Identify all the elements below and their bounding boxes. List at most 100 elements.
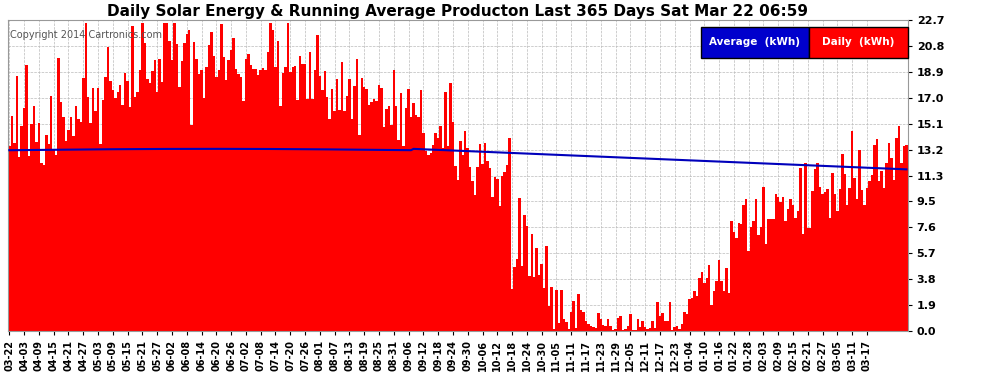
Bar	[686, 314, 688, 331]
Bar	[420, 90, 422, 331]
Bar	[741, 224, 742, 331]
Bar	[355, 59, 358, 331]
Bar	[8, 146, 11, 331]
Bar	[346, 96, 348, 331]
Bar	[52, 150, 54, 331]
Bar	[89, 123, 92, 331]
Bar	[350, 118, 353, 331]
Bar	[723, 291, 726, 331]
Bar	[610, 326, 612, 331]
Bar	[491, 197, 494, 331]
Bar	[560, 290, 562, 331]
Bar	[415, 115, 417, 331]
Bar	[284, 67, 286, 331]
Bar	[678, 330, 681, 331]
Bar	[104, 76, 107, 331]
Bar	[570, 312, 572, 331]
Bar	[451, 122, 454, 331]
Bar	[119, 85, 122, 331]
Bar	[469, 166, 471, 331]
Bar	[272, 30, 274, 331]
Bar	[94, 111, 97, 331]
Bar	[668, 302, 671, 331]
Bar	[245, 59, 248, 331]
Bar	[602, 325, 605, 331]
Bar	[195, 59, 198, 331]
Bar	[425, 152, 427, 331]
Bar	[787, 209, 789, 331]
Bar	[885, 163, 888, 331]
Bar	[466, 148, 469, 331]
Bar	[676, 326, 678, 331]
Bar	[215, 77, 218, 331]
Text: Daily  (kWh): Daily (kWh)	[822, 37, 894, 47]
Bar	[198, 74, 200, 331]
Bar	[341, 62, 344, 331]
Bar	[277, 41, 279, 331]
Bar	[390, 125, 393, 331]
Bar	[701, 272, 703, 331]
Bar	[360, 78, 363, 331]
Bar	[309, 53, 311, 331]
Bar	[784, 221, 787, 331]
Bar	[218, 70, 220, 331]
Bar	[718, 260, 721, 331]
Bar	[339, 110, 341, 331]
Bar	[262, 68, 264, 331]
Bar	[243, 101, 245, 331]
Bar	[486, 161, 489, 331]
Title: Daily Solar Energy & Running Average Producton Last 365 Days Sat Mar 22 06:59: Daily Solar Energy & Running Average Pro…	[107, 4, 809, 19]
Bar	[139, 70, 142, 331]
Bar	[144, 43, 147, 331]
Bar	[228, 60, 230, 331]
Bar	[79, 122, 82, 331]
Bar	[427, 155, 430, 331]
Bar	[797, 211, 799, 331]
Bar	[728, 293, 731, 331]
Bar	[868, 181, 870, 331]
Bar	[153, 60, 156, 331]
Bar	[580, 310, 582, 331]
Bar	[203, 98, 205, 331]
Bar	[592, 327, 595, 331]
Bar	[50, 96, 52, 331]
Bar	[400, 93, 402, 331]
Bar	[213, 56, 215, 331]
Bar	[279, 106, 282, 331]
Bar	[653, 328, 656, 331]
Bar	[238, 74, 240, 331]
Bar	[380, 88, 383, 331]
Bar	[644, 327, 646, 331]
Bar	[474, 195, 476, 331]
Bar	[536, 248, 538, 331]
Bar	[112, 90, 114, 331]
Bar	[683, 312, 686, 331]
Bar	[562, 320, 565, 331]
Bar	[711, 305, 713, 331]
Bar	[454, 166, 456, 331]
Bar	[552, 328, 555, 331]
Bar	[893, 180, 895, 331]
Bar	[646, 329, 648, 331]
Bar	[476, 166, 479, 331]
Bar	[410, 117, 412, 331]
Bar	[77, 118, 79, 331]
Bar	[430, 153, 432, 331]
Bar	[183, 43, 185, 331]
Bar	[848, 189, 851, 331]
Text: Copyright 2014 Cartronics.com: Copyright 2014 Cartronics.com	[10, 30, 162, 40]
Bar	[324, 71, 326, 331]
Bar	[605, 326, 607, 331]
Bar	[147, 79, 148, 331]
Bar	[267, 52, 269, 331]
Bar	[648, 328, 651, 331]
Bar	[777, 197, 779, 331]
Bar	[757, 235, 759, 331]
Bar	[716, 281, 718, 331]
Bar	[506, 165, 509, 331]
Bar	[615, 328, 617, 331]
Bar	[304, 64, 306, 331]
Bar	[375, 101, 378, 331]
Bar	[905, 145, 908, 331]
Bar	[383, 127, 385, 331]
